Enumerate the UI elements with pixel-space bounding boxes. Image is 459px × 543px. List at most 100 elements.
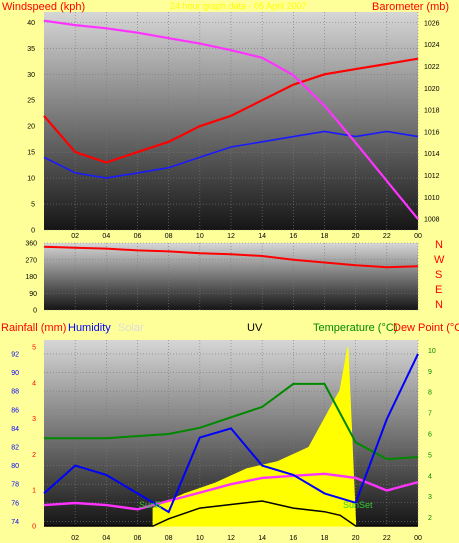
direction-label-w: W: [434, 254, 445, 266]
rainfall-y-tick-3: 3: [32, 416, 36, 423]
barometer-line: [43, 19, 419, 220]
direction-label-e: E: [435, 284, 442, 296]
barometer-y-tick-1026: 1026: [424, 20, 440, 27]
wind-x-tick-06: 06: [134, 233, 142, 240]
rainfall-y-tick-4: 4: [32, 380, 36, 387]
wind-y-tick-25: 25: [27, 98, 35, 105]
humidity-y-tick-82: 82: [11, 444, 19, 451]
wind-y-tick-0: 0: [31, 228, 35, 235]
temperature-y-tick-3: 3: [428, 494, 432, 501]
wind-y-tick-5: 5: [31, 202, 35, 209]
weather-x-tick-06: 06: [134, 535, 142, 542]
wind-y-tick-20: 20: [27, 124, 35, 131]
rainfall-y-tick-0: 0: [32, 524, 36, 531]
wind-direction-line: [43, 245, 419, 269]
wind-average-line: [43, 130, 419, 179]
rainfall-y-tick-1: 1: [32, 488, 36, 495]
direction-y-tick-270: 270: [25, 257, 37, 264]
weather-x-tick-08: 08: [165, 535, 173, 542]
rainfall-y-tick-5: 5: [32, 345, 36, 352]
wind-y-tick-10: 10: [27, 176, 35, 183]
rainfall-axis-label: Rainfall (mm): [1, 322, 66, 334]
temperature-y-tick-2: 2: [428, 515, 432, 522]
direction-y-tick-0: 0: [33, 308, 37, 315]
humidity-y-tick-74: 74: [11, 519, 19, 526]
temperature-y-tick-10: 10: [428, 348, 436, 355]
wind-x-tick-00: 00: [414, 233, 422, 240]
temperature-axis-label: Temperature (°C): [313, 322, 397, 334]
wind-x-tick-08: 08: [165, 233, 173, 240]
windspeed-axis-label: Windspeed (kph): [2, 1, 85, 13]
barometer-y-tick-1010: 1010: [424, 195, 440, 202]
barometer-y-tick-1014: 1014: [424, 151, 440, 158]
temperature-y-tick-9: 9: [428, 369, 432, 376]
wind-y-tick-35: 35: [27, 46, 35, 53]
wind-x-tick-18: 18: [321, 233, 329, 240]
wind-gust-line: [43, 57, 419, 164]
uv-line: [44, 500, 418, 527]
chart-title: 24 hour graph data - 05 April 2007: [170, 1, 307, 11]
humidity-y-tick-76: 76: [11, 500, 19, 507]
barometer-y-tick-1022: 1022: [424, 64, 440, 71]
barometer-y-tick-1024: 1024: [424, 42, 440, 49]
humidity-y-tick-84: 84: [11, 426, 19, 433]
humidity-y-tick-92: 92: [11, 351, 19, 358]
wind-x-tick-10: 10: [196, 233, 204, 240]
weather-x-tick-16: 16: [289, 535, 297, 542]
dew-point-line: [43, 472, 419, 511]
direction-y-tick-90: 90: [29, 291, 37, 298]
barometer-y-tick-1016: 1016: [424, 129, 440, 136]
wind-x-tick-12: 12: [227, 233, 235, 240]
humidity-line: [43, 353, 419, 514]
wind-x-tick-22: 22: [383, 233, 391, 240]
weather-x-tick-18: 18: [321, 535, 329, 542]
direction-y-tick-180: 180: [25, 274, 37, 281]
humidity-y-tick-78: 78: [11, 482, 19, 489]
weather-x-tick-10: 10: [196, 535, 204, 542]
weather-x-tick-22: 22: [383, 535, 391, 542]
weather-x-tick-14: 14: [258, 535, 266, 542]
humidity-y-tick-88: 88: [11, 389, 19, 396]
barometer-axis-label: Barometer (mb): [372, 1, 449, 13]
temperature-y-tick-4: 4: [428, 473, 432, 480]
weather-x-tick-12: 12: [227, 535, 235, 542]
sunrise-marker-label: SunR: [139, 500, 162, 510]
weather-x-tick-04: 04: [102, 535, 110, 542]
solar-axis-label: Solar: [118, 322, 144, 334]
rainfall-y-tick-2: 2: [32, 452, 36, 459]
wind-x-tick-02: 02: [71, 233, 79, 240]
barometer-y-tick-1012: 1012: [424, 173, 440, 180]
direction-label-n2: N: [435, 299, 443, 311]
weather-x-tick-20: 20: [352, 535, 360, 542]
direction-label-s: S: [435, 269, 442, 281]
barometer-y-tick-1020: 1020: [424, 86, 440, 93]
weather-x-tick-02: 02: [71, 535, 79, 542]
weather-x-tick-00: 00: [414, 535, 422, 542]
temperature-y-tick-5: 5: [428, 452, 432, 459]
wind-x-tick-16: 16: [289, 233, 297, 240]
humidity-y-tick-90: 90: [11, 370, 19, 377]
direction-label-n1: N: [435, 239, 443, 251]
wind-x-tick-14: 14: [258, 233, 266, 240]
barometer-y-tick-1008: 1008: [424, 217, 440, 224]
wind-y-tick-30: 30: [27, 72, 35, 79]
temperature-y-tick-8: 8: [428, 390, 432, 397]
uv-axis-label: UV: [247, 322, 263, 334]
direction-y-tick-360: 360: [25, 241, 37, 248]
wind-y-tick-40: 40: [27, 20, 35, 27]
sunset-marker-label: SunSet: [343, 500, 373, 510]
wind-y-tick-15: 15: [27, 150, 35, 157]
dew-point-axis-label: Dew Point (°C): [393, 322, 459, 334]
wind-plot-area: [44, 12, 418, 230]
barometer-y-tick-1018: 1018: [424, 108, 440, 115]
temperature-y-tick-7: 7: [428, 411, 432, 418]
temperature-line: [44, 382, 419, 461]
humidity-y-tick-80: 80: [11, 463, 19, 470]
humidity-y-tick-86: 86: [11, 407, 19, 414]
humidity-axis-label: Humidity: [68, 322, 111, 334]
wind-x-tick-04: 04: [102, 233, 110, 240]
temperature-y-tick-6: 6: [428, 432, 432, 439]
wind-x-tick-20: 20: [352, 233, 360, 240]
